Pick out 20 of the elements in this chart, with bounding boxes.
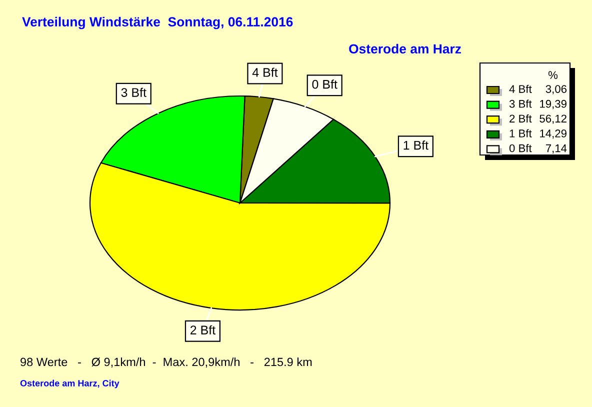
data-label: 7,14 (546, 144, 567, 154)
category-label: 2 Bft (190, 325, 216, 334)
text: 98 Werte - Ø 9,1km/h - Max. 20,9km/h - 215.9 km (20, 357, 312, 368)
chart-title: Verteilung Windstärke Sonntag, 06.11.2016 (22, 16, 293, 30)
data-label: 3,06 (546, 85, 567, 94)
text: Osterode am Harz, City (20, 380, 120, 388)
slice-label: 1 Bft (404, 140, 428, 150)
chart-subtitle: Osterode am Harz (349, 44, 461, 54)
legend-title: % (548, 71, 558, 79)
data-label: 14,29 (540, 130, 566, 139)
legend-label: 1 Bft (510, 129, 532, 138)
slice-label: 0 Bft (312, 80, 338, 89)
legend-label: 3 Bft (509, 100, 532, 108)
data-label: 19,39 (540, 100, 566, 110)
data-label: 56,12 (540, 114, 566, 124)
slice-label: 3 Bft (121, 88, 146, 97)
slice-label: 4 Bft (252, 68, 278, 77)
legend-label: 0 Bft (509, 144, 532, 152)
legend-label: 4 Bft (509, 84, 532, 93)
legend-label: 2 Bft (510, 114, 532, 123)
